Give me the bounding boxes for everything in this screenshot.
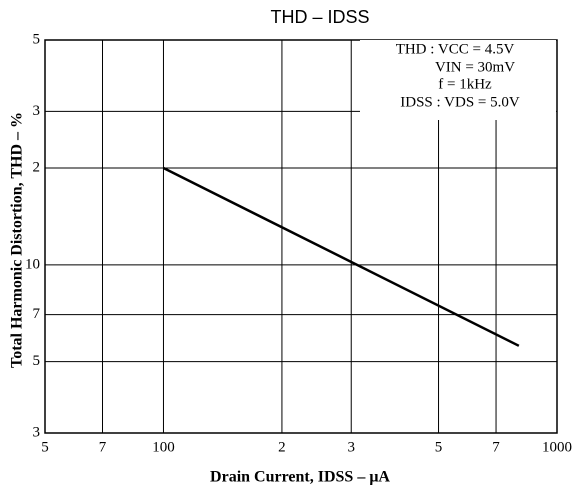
x-tick-label: 3	[347, 439, 355, 455]
y-tick-label: 5	[33, 31, 41, 47]
annotation-box	[360, 40, 556, 120]
y-tick-label: 3	[33, 103, 41, 119]
x-tick-label: 1000	[542, 439, 572, 455]
y-tick-label: 3	[33, 424, 41, 440]
annotation: f = 1kHz	[438, 76, 492, 92]
y-tick-label: 5	[33, 353, 41, 369]
chart-title: THD – IDSS	[270, 7, 369, 27]
y-tick-label: 2	[33, 159, 41, 175]
annotation: THD : VCC = 4.5V	[396, 41, 515, 57]
x-tick-label: 5	[435, 439, 443, 455]
plot-frame	[44, 39, 558, 434]
y-tick-label: 10	[25, 256, 40, 272]
x-axis-label: Drain Current, IDSS – μA	[210, 469, 390, 486]
x-tick-label: 2	[278, 439, 286, 455]
y-tick-label: 7	[33, 306, 41, 322]
data-line	[162, 166, 520, 347]
x-tick-label: 7	[492, 439, 500, 455]
y-axis-label: Total Harmonic Distortion, THD – %	[9, 112, 26, 368]
x-tick-label: 5	[41, 439, 49, 455]
x-tick-label: 7	[99, 439, 107, 455]
annotation: VIN = 30mV	[435, 59, 515, 75]
x-tick-label: 100	[152, 439, 175, 455]
annotation: IDSS : VDS = 5.0V	[400, 94, 520, 110]
